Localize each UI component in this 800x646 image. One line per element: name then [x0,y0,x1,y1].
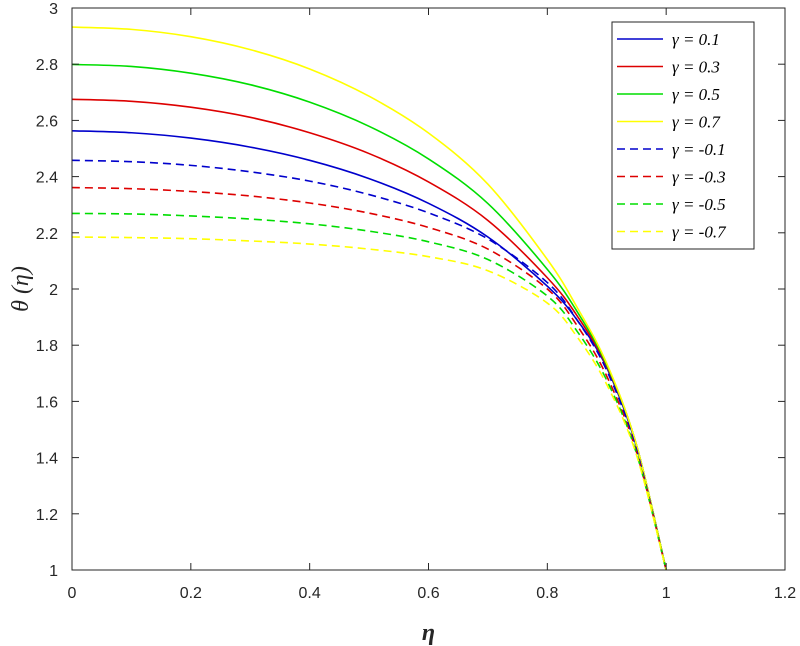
y-tick-label: 2.6 [36,113,58,130]
series-line-4 [71,159,667,571]
x-tick-label: 0.2 [180,585,202,602]
legend: γ = 0.1 γ = 0.3 γ = 0.5 γ = 0.7 γ = -0.1 γ = … [611,21,755,250]
legend-label-1: γ = 0.3 [672,58,720,77]
x-axis-label: η [422,620,435,646]
x-tick-label: 1.2 [774,585,796,602]
y-tick-label: 2.2 [36,226,58,243]
series-line-3 [71,26,667,571]
y-tick-label: 1.6 [36,394,58,411]
series-layer [71,26,667,571]
y-tick-label: 1 [49,563,58,580]
x-tick-label: 0.6 [417,585,439,602]
y-tick-label: 3 [49,1,58,18]
y-tick-label: 2 [49,282,58,299]
legend-label-2: γ = 0.5 [672,85,720,104]
y-tick-label: 1.8 [36,338,58,355]
legend-label-4: γ = -0.1 [672,140,726,159]
y-tick-label: 1.4 [36,451,58,468]
ticks-layer: 0 0.2 0.4 0.6 0.8 1 1.2 1 1.2 1.4 1.6 1.8 2 2.2 2.4 2.6… [36,1,796,602]
legend-label-0: γ = 0.1 [672,30,720,49]
y-tick-label: 2.8 [36,57,58,74]
x-tick-label: 0.4 [299,585,321,602]
y-axis-label: θ (η) [8,266,34,312]
series-line-6 [71,212,667,571]
series-line-7 [71,236,667,571]
x-tick-label: 0.8 [536,585,558,602]
legend-label-5: γ = -0.3 [672,168,726,187]
y-tick-label: 1.2 [36,507,58,524]
legend-label-7: γ = -0.7 [672,223,727,242]
legend-box [611,21,755,250]
series-line-5 [71,186,667,571]
legend-label-3: γ = 0.7 [672,113,721,132]
x-tick-label: 1 [662,585,671,602]
x-tick-label: 0 [68,585,77,602]
legend-label-6: γ = -0.5 [672,195,726,214]
y-tick-label: 2.4 [36,170,58,187]
